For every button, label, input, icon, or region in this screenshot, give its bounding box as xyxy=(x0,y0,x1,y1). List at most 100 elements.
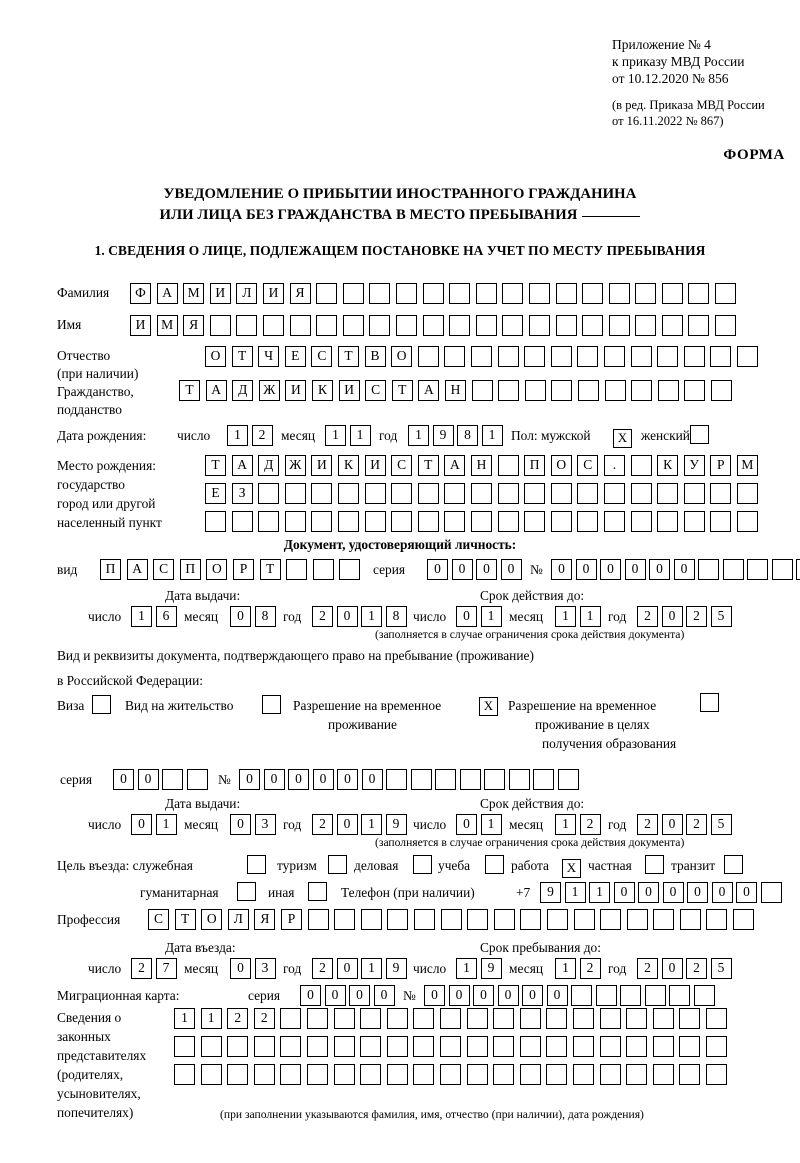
char-cell[interactable]: 0 xyxy=(456,814,477,835)
char-cell[interactable] xyxy=(519,1064,541,1085)
char-cell[interactable]: 2 xyxy=(637,814,658,835)
char-cell[interactable] xyxy=(679,1064,701,1085)
char-cell[interactable]: . xyxy=(603,455,625,476)
char-cell[interactable]: 0 xyxy=(263,769,285,790)
char-cell[interactable] xyxy=(644,985,666,1006)
char-cell[interactable] xyxy=(497,511,519,532)
char-cell[interactable] xyxy=(333,1036,355,1057)
char-cell[interactable] xyxy=(661,283,683,304)
char-cell[interactable] xyxy=(475,283,497,304)
char-cell[interactable]: 0 xyxy=(131,814,152,835)
char-cell[interactable] xyxy=(519,1036,541,1057)
purpose-transit-checkbox[interactable] xyxy=(724,855,743,874)
char-cell[interactable]: 2 xyxy=(312,606,333,627)
char-cell[interactable]: И xyxy=(338,380,360,401)
char-cell[interactable] xyxy=(557,769,579,790)
char-cell[interactable]: Ж xyxy=(258,380,280,401)
char-cell[interactable] xyxy=(497,346,519,367)
char-cell[interactable] xyxy=(626,909,648,930)
char-cell[interactable]: Т xyxy=(205,455,226,476)
edu-residence-checkbox[interactable] xyxy=(700,693,719,712)
char-cell[interactable] xyxy=(493,1036,515,1057)
char-cell[interactable]: О xyxy=(206,559,228,580)
sex-male-checkbox[interactable]: X xyxy=(613,429,632,448)
residence-permit-checkbox[interactable] xyxy=(262,695,281,714)
char-cell[interactable] xyxy=(631,380,653,401)
char-cell[interactable]: И xyxy=(209,283,231,304)
char-cell[interactable]: 1 xyxy=(555,814,576,835)
char-cell[interactable] xyxy=(227,1064,249,1085)
char-cell[interactable] xyxy=(577,380,599,401)
purpose-humanitarian-checkbox[interactable] xyxy=(237,882,256,901)
char-cell[interactable] xyxy=(466,1064,488,1085)
char-cell[interactable]: И xyxy=(311,455,333,476)
char-cell[interactable] xyxy=(410,769,432,790)
char-cell[interactable] xyxy=(470,483,492,504)
char-cell[interactable] xyxy=(608,315,630,336)
char-cell[interactable] xyxy=(657,511,679,532)
char-cell[interactable] xyxy=(573,909,595,930)
char-cell[interactable]: Я xyxy=(254,909,276,930)
char-cell[interactable]: 2 xyxy=(686,606,707,627)
char-cell[interactable] xyxy=(652,1008,674,1029)
char-cell[interactable]: 2 xyxy=(312,958,333,979)
char-cell[interactable] xyxy=(710,511,732,532)
char-cell[interactable]: 3 xyxy=(254,958,276,979)
char-cell[interactable]: 0 xyxy=(600,559,621,580)
char-cell[interactable]: 5 xyxy=(710,958,732,979)
char-cell[interactable]: 0 xyxy=(451,559,473,580)
char-cell[interactable] xyxy=(444,483,466,504)
char-cell[interactable] xyxy=(449,283,471,304)
char-cell[interactable]: С xyxy=(148,909,169,930)
char-cell[interactable] xyxy=(710,346,732,367)
char-cell[interactable]: Т xyxy=(337,346,359,367)
char-cell[interactable]: 1 xyxy=(564,882,586,903)
char-cell[interactable]: О xyxy=(391,346,413,367)
char-cell[interactable] xyxy=(262,315,284,336)
char-cell[interactable] xyxy=(528,315,550,336)
char-cell[interactable]: М xyxy=(156,315,178,336)
char-cell[interactable]: 0 xyxy=(661,606,683,627)
char-cell[interactable] xyxy=(533,769,554,790)
char-cell[interactable] xyxy=(688,283,710,304)
char-cell[interactable] xyxy=(683,511,705,532)
char-cell[interactable] xyxy=(470,346,492,367)
char-cell[interactable]: 7 xyxy=(155,958,177,979)
char-cell[interactable] xyxy=(280,1036,302,1057)
char-cell[interactable] xyxy=(360,1008,382,1029)
char-cell[interactable] xyxy=(284,483,306,504)
char-cell[interactable] xyxy=(524,346,546,367)
char-cell[interactable] xyxy=(386,1008,408,1029)
char-cell[interactable] xyxy=(498,380,520,401)
char-cell[interactable] xyxy=(311,483,333,504)
char-cell[interactable]: 1 xyxy=(200,1008,222,1029)
char-cell[interactable]: 0 xyxy=(373,985,395,1006)
char-cell[interactable] xyxy=(520,909,542,930)
char-cell[interactable]: З xyxy=(231,483,253,504)
char-cell[interactable] xyxy=(679,1036,701,1057)
char-cell[interactable]: Я xyxy=(183,315,205,336)
representatives-row-2-input[interactable] xyxy=(174,1036,732,1057)
char-cell[interactable] xyxy=(493,909,515,930)
char-cell[interactable] xyxy=(599,1064,621,1085)
char-cell[interactable] xyxy=(508,769,530,790)
char-cell[interactable] xyxy=(546,909,568,930)
char-cell[interactable] xyxy=(519,1008,541,1029)
char-cell[interactable] xyxy=(653,909,675,930)
char-cell[interactable]: 0 xyxy=(456,606,477,627)
char-cell[interactable]: 0 xyxy=(551,559,572,580)
char-cell[interactable] xyxy=(582,315,604,336)
char-cell[interactable]: 0 xyxy=(673,559,695,580)
char-cell[interactable] xyxy=(289,315,311,336)
char-cell[interactable]: 0 xyxy=(230,958,251,979)
